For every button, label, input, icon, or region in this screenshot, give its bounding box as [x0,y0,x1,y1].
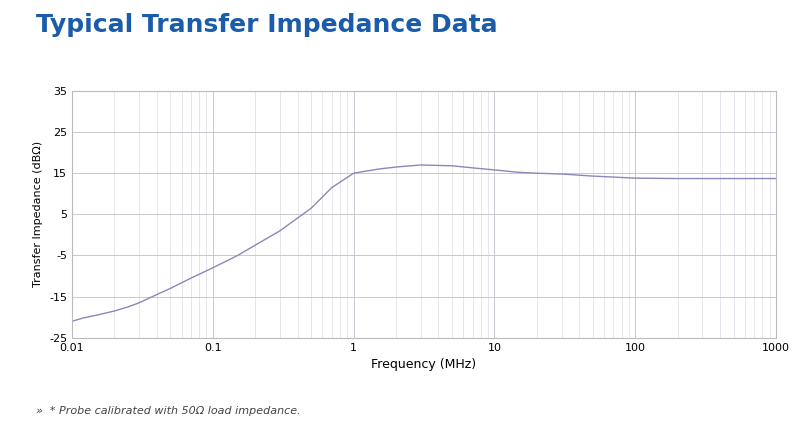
X-axis label: Frequency (MHz): Frequency (MHz) [371,358,477,371]
Text: »  * Probe calibrated with 50Ω load impedance.: » * Probe calibrated with 50Ω load imped… [36,406,301,416]
Y-axis label: Transfer Impedance (dBΩ): Transfer Impedance (dBΩ) [34,141,43,288]
Text: Typical Transfer Impedance Data: Typical Transfer Impedance Data [36,13,498,37]
